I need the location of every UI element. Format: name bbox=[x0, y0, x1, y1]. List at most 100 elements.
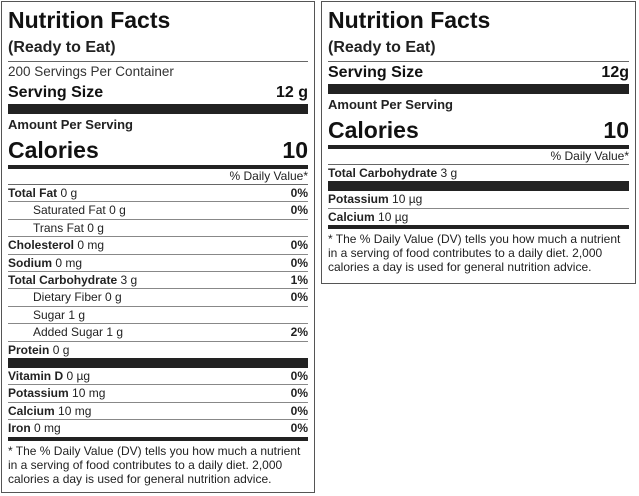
nutrient-name: Calcium bbox=[328, 209, 375, 224]
calories-value: 10 bbox=[603, 117, 629, 143]
nutrient-row: Dietary Fiber 0 g 0% bbox=[8, 289, 308, 307]
nutrient-row: Total Carbohydrate 3 g 1% bbox=[8, 272, 308, 290]
footnote: * The % Daily Value (DV) tells you how m… bbox=[8, 443, 301, 486]
nutrient-row: Calcium 10 mg 0% bbox=[8, 403, 308, 421]
nutrient-amount: 0 g bbox=[60, 186, 78, 200]
daily-value: 2% bbox=[290, 325, 308, 340]
nutrient-name: Dietary Fiber bbox=[33, 290, 102, 305]
nutrient-amount: 1 g bbox=[106, 325, 124, 340]
divider bbox=[328, 145, 629, 149]
daily-value: 0% bbox=[290, 186, 308, 200]
nutrient: Cholesterol 0 mg bbox=[8, 237, 104, 253]
nutrient: Added Sugar 1 g bbox=[33, 324, 123, 340]
daily-value: 0% bbox=[290, 203, 308, 218]
label-title: Nutrition Facts bbox=[328, 7, 491, 33]
daily-value-header: % Daily Value* bbox=[328, 149, 629, 165]
footnote: * The % Daily Value (DV) tells you how m… bbox=[328, 232, 621, 275]
daily-value: 0% bbox=[290, 255, 308, 270]
calories: Calories 10 bbox=[328, 115, 629, 145]
nutrient: Calcium 10 mg bbox=[8, 403, 91, 419]
nutrient-amount: 0 mg bbox=[55, 255, 83, 270]
serving-size-label: Serving Size bbox=[8, 84, 104, 101]
nutrient-row: Iron 0 mg 0% bbox=[8, 420, 308, 436]
daily-value: 0% bbox=[290, 386, 308, 401]
nutrient-name: Vitamin D bbox=[8, 369, 64, 384]
nutrient-name: Sodium bbox=[8, 255, 52, 270]
nutrient-row: Total Carbohydrate 3 g bbox=[328, 165, 629, 181]
nutrient: Sugar 1 g bbox=[33, 307, 85, 323]
nutrient: Protein 0 g bbox=[8, 342, 69, 358]
nutrient: Total Carbohydrate 3 g bbox=[8, 272, 137, 288]
nutrient-row: Trans Fat 0 g bbox=[8, 220, 308, 238]
nutrient-name: Iron bbox=[8, 421, 31, 436]
nutrient-row: Cholesterol 0 mg 0% bbox=[8, 237, 308, 255]
nutrient: Iron 0 mg bbox=[8, 420, 61, 436]
daily-value: 0% bbox=[290, 421, 308, 436]
nutrient-amount: 10 µg bbox=[392, 192, 423, 207]
nutrient-amount: 10 µg bbox=[378, 209, 409, 224]
divider bbox=[328, 225, 629, 230]
amount-per-serving: Amount Per Serving bbox=[328, 97, 453, 112]
nutrient-name: Saturated Fat bbox=[33, 203, 106, 218]
nutrient-row: Total Fat 0 g 0% bbox=[8, 185, 308, 203]
nutrient-amount: 10 mg bbox=[58, 403, 92, 418]
label-subtitle: (Ready to Eat) bbox=[328, 35, 629, 62]
divider bbox=[328, 84, 629, 94]
nutrient: Calcium 10 µg bbox=[328, 209, 408, 225]
nutrient-row: Protein 0 g bbox=[8, 342, 308, 358]
daily-value: 0% bbox=[290, 403, 308, 418]
label-subtitle: (Ready to Eat) bbox=[8, 35, 308, 62]
nutrient: Total Fat 0 g bbox=[8, 185, 77, 201]
daily-value: 0% bbox=[290, 238, 308, 253]
nutrient-name: Potassium bbox=[8, 386, 69, 401]
nutrient-row: Added Sugar 1 g 2% bbox=[8, 324, 308, 342]
daily-value-header: % Daily Value* bbox=[8, 169, 308, 185]
divider bbox=[8, 104, 308, 114]
serving-size-label: Serving Size bbox=[328, 64, 424, 81]
divider bbox=[328, 181, 629, 192]
nutrient: Trans Fat 0 g bbox=[33, 220, 104, 236]
nutrient-name: Cholesterol bbox=[8, 238, 75, 253]
nutrient-row: Sugar 1 g bbox=[8, 307, 308, 325]
nutrient-amount: 0 mg bbox=[77, 238, 105, 253]
serving-size-value: 12 g bbox=[275, 84, 308, 101]
serving-size: Serving Size 12 g bbox=[8, 82, 308, 104]
calories-label: Calories bbox=[328, 117, 419, 143]
nutrient-amount: 3 g bbox=[120, 273, 138, 288]
nutrient-amount: 0 µg bbox=[66, 369, 91, 384]
nutrient-amount: 0 g bbox=[52, 342, 70, 357]
nutrient-name: Trans Fat bbox=[33, 220, 84, 235]
nutrition-label: Nutrition Facts (Ready to Eat) 200 Serving… bbox=[1, 1, 315, 493]
nutrient-name: Total Fat bbox=[8, 186, 58, 200]
nutrient-row: Potassium 10 mg 0% bbox=[8, 385, 308, 403]
serving-size-value: 12g bbox=[601, 64, 629, 81]
nutrient-name: Total Carbohydrate bbox=[8, 273, 118, 288]
nutrients: Total Carbohydrate 3 g bbox=[328, 165, 629, 181]
nutrient: Vitamin D 0 µg bbox=[8, 368, 90, 384]
calories-value: 10 bbox=[282, 137, 308, 163]
nutrient-name: Total Carbohydrate bbox=[328, 166, 438, 180]
divider bbox=[8, 165, 308, 169]
nutrient-row: Vitamin D 0 µg 0% bbox=[8, 368, 308, 386]
nutrients: Total Fat 0 g 0% Saturated Fat 0 g 0% Trans … bbox=[8, 185, 308, 358]
nutrient-row: Potassium 10 µg bbox=[328, 191, 629, 209]
nutrient-amount: 3 g bbox=[440, 166, 458, 180]
divider bbox=[8, 358, 308, 369]
servings-per-container: 200 Servings Per Container bbox=[8, 64, 174, 79]
vitamins: Potassium 10 µg Calcium 10 µg bbox=[328, 191, 629, 225]
nutrient-name: Sugar bbox=[33, 307, 66, 322]
nutrient: Potassium 10 µg bbox=[328, 191, 422, 207]
nutrient-row: Saturated Fat 0 g 0% bbox=[8, 202, 308, 220]
nutrient-amount: 0 g bbox=[87, 220, 104, 235]
nutrition-label: Nutrition Facts (Ready to Eat) Serving Siz… bbox=[321, 1, 636, 284]
daily-value: 1% bbox=[290, 273, 308, 288]
nutrient-amount: 1 g bbox=[68, 307, 86, 322]
nutrient: Total Carbohydrate 3 g bbox=[328, 165, 457, 181]
daily-value: 0% bbox=[290, 290, 308, 305]
nutrient-name: Protein bbox=[8, 342, 50, 357]
serving-size: Serving Size 12g bbox=[328, 62, 629, 84]
nutrient-row: Sodium 0 mg 0% bbox=[8, 255, 308, 273]
nutrient: Potassium 10 mg bbox=[8, 385, 105, 401]
daily-value: 0% bbox=[290, 369, 308, 384]
